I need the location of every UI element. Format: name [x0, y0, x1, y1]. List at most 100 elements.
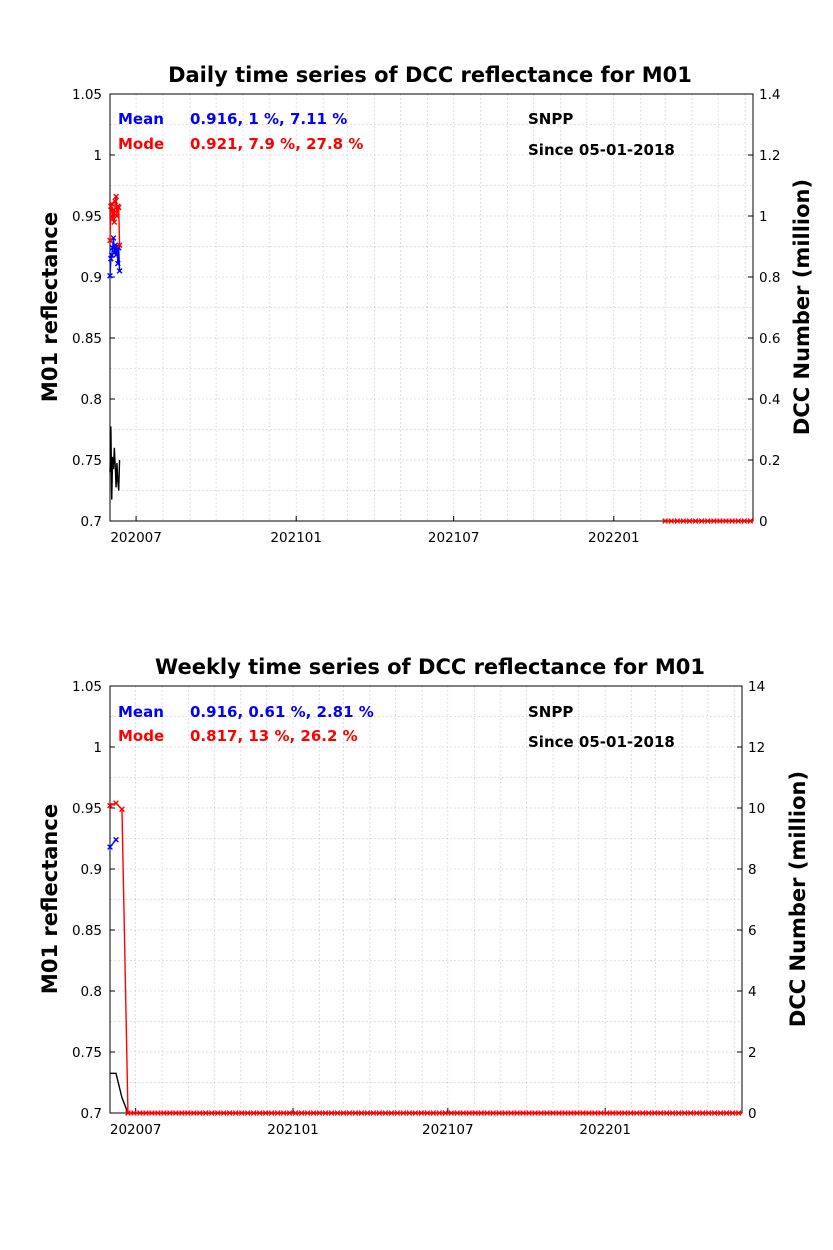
weekly-mode-point	[256, 1110, 263, 1116]
daily-mode-point	[112, 198, 119, 205]
daily-plot-frame	[109, 93, 754, 522]
daily-mode-point	[698, 518, 705, 524]
daily-mean-point	[114, 260, 121, 267]
weekly-mode-point	[502, 1110, 509, 1116]
daily-mean-stats: 0.916, 1 %, 7.11 %	[190, 110, 347, 128]
weekly-left-axis-label: M01 reflectance	[38, 804, 62, 994]
daily-right-tick-label: 0	[759, 514, 768, 530]
daily-left-tick-label: 0.75	[72, 453, 102, 469]
weekly-mode-point	[292, 1110, 299, 1116]
weekly-mode-point	[472, 1110, 479, 1116]
daily-mode-point	[704, 518, 711, 524]
weekly-x-tick-label: 202101	[267, 1122, 319, 1138]
daily-mode-point	[111, 219, 118, 225]
daily-mode-point	[747, 518, 754, 524]
weekly-mode-point	[178, 1110, 185, 1116]
weekly-mode-point	[232, 1110, 239, 1116]
daily-mode-point	[662, 518, 669, 524]
weekly-left-tick-label: 0.95	[72, 801, 102, 817]
weekly-since-label: Since 05-01-2018	[528, 733, 675, 751]
weekly-mode-point	[328, 1110, 335, 1116]
weekly-mode-point	[717, 1110, 724, 1116]
weekly-x-tick-label: 202007	[110, 1122, 162, 1138]
daily-count-line	[109, 426, 121, 500]
weekly-right-tick-label: 14	[748, 679, 765, 695]
weekly-mode-point	[149, 1110, 155, 1116]
daily-mode-point	[114, 213, 120, 219]
daily-mode-point	[107, 237, 113, 244]
weekly-mode-point	[250, 1110, 257, 1116]
weekly-mode-point	[382, 1110, 389, 1116]
weekly-mode-point	[460, 1110, 467, 1116]
daily-mode-point	[735, 518, 742, 524]
daily-x-tick-label: 202107	[428, 530, 480, 546]
daily-right-tick-label: 0.8	[759, 270, 780, 286]
weekly-right-tick-label: 2	[748, 1045, 757, 1061]
weekly-mode-point	[556, 1110, 562, 1116]
weekly-mode-point	[627, 1110, 634, 1116]
weekly-mode-point	[346, 1110, 353, 1116]
weekly-mode-point	[400, 1110, 407, 1116]
weekly-mode-point	[358, 1110, 365, 1116]
weekly-mode-point	[592, 1110, 598, 1116]
weekly-mode-point	[645, 1110, 652, 1116]
weekly-mode-point	[286, 1110, 293, 1116]
daily-right-tick-label: 0.4	[759, 392, 780, 408]
daily-mode-point	[717, 518, 723, 524]
weekly-mode-point	[705, 1110, 712, 1116]
daily-mean-label: Mean	[118, 110, 164, 128]
daily-mode-point	[692, 518, 699, 524]
weekly-mode-point	[184, 1110, 191, 1116]
weekly-left-tick-label: 0.75	[72, 1045, 102, 1061]
weekly-right-tick-label: 12	[748, 740, 765, 756]
weekly-mode-point	[526, 1110, 532, 1116]
weekly-mode-point	[406, 1110, 413, 1116]
daily-left-tick-label: 1	[93, 148, 102, 164]
weekly-mode-point	[412, 1110, 419, 1116]
weekly-mode-point	[274, 1110, 281, 1116]
weekly-mode-point	[430, 1110, 437, 1116]
weekly-mean-point	[107, 844, 113, 850]
weekly-right-tick-label: 6	[748, 923, 757, 939]
weekly-mode-point	[669, 1110, 676, 1116]
weekly-mode-point	[478, 1110, 485, 1116]
weekly-mode-point	[657, 1110, 664, 1116]
weekly-mode-point	[172, 1110, 179, 1116]
weekly-mode-point	[514, 1110, 520, 1116]
weekly-mode-point	[520, 1110, 526, 1116]
daily-left-tick-label: 0.9	[81, 270, 102, 286]
weekly-mode-point	[310, 1110, 317, 1116]
weekly-mode-point	[490, 1110, 497, 1116]
daily-mode-point	[710, 518, 717, 524]
weekly-mode-point	[729, 1110, 736, 1116]
daily-mode-stats: 0.921, 7.9 %, 27.8 %	[190, 135, 363, 153]
weekly-satellite-label: SNPP	[528, 703, 573, 721]
daily-left-tick-label: 0.8	[81, 392, 102, 408]
weekly-x-tick-label: 202107	[422, 1122, 474, 1138]
weekly-mode-point	[113, 800, 119, 807]
weekly-mode-point	[160, 1110, 167, 1116]
weekly-mode-point	[125, 1110, 131, 1116]
weekly-right-axis-label: DCC Number (million)	[786, 771, 810, 1027]
weekly-mode-point	[603, 1110, 610, 1116]
weekly-mode-point	[334, 1110, 341, 1116]
weekly-mode-point	[621, 1110, 628, 1116]
weekly-mode-point	[154, 1110, 161, 1116]
daily-satellite-label: SNPP	[528, 110, 573, 128]
weekly-mean-label: Mean	[118, 703, 164, 721]
weekly-left-tick-label: 0.7	[81, 1106, 102, 1122]
daily-left-tick-label: 1.05	[72, 87, 102, 103]
weekly-mode-point	[508, 1110, 514, 1116]
daily-mode-point	[115, 204, 122, 211]
weekly-mode-point	[304, 1110, 311, 1116]
weekly-chart-title: Weekly time series of DCC reflectance fo…	[155, 655, 705, 679]
daily-mode-point	[686, 518, 693, 524]
weekly-left-tick-label: 0.85	[72, 923, 102, 939]
weekly-mode-point	[693, 1110, 700, 1116]
weekly-mode-point	[166, 1110, 173, 1116]
weekly-mode-point	[214, 1110, 221, 1116]
weekly-mode-point	[196, 1110, 203, 1116]
weekly-mode-point	[131, 1110, 137, 1116]
weekly-mode-point	[448, 1110, 455, 1116]
